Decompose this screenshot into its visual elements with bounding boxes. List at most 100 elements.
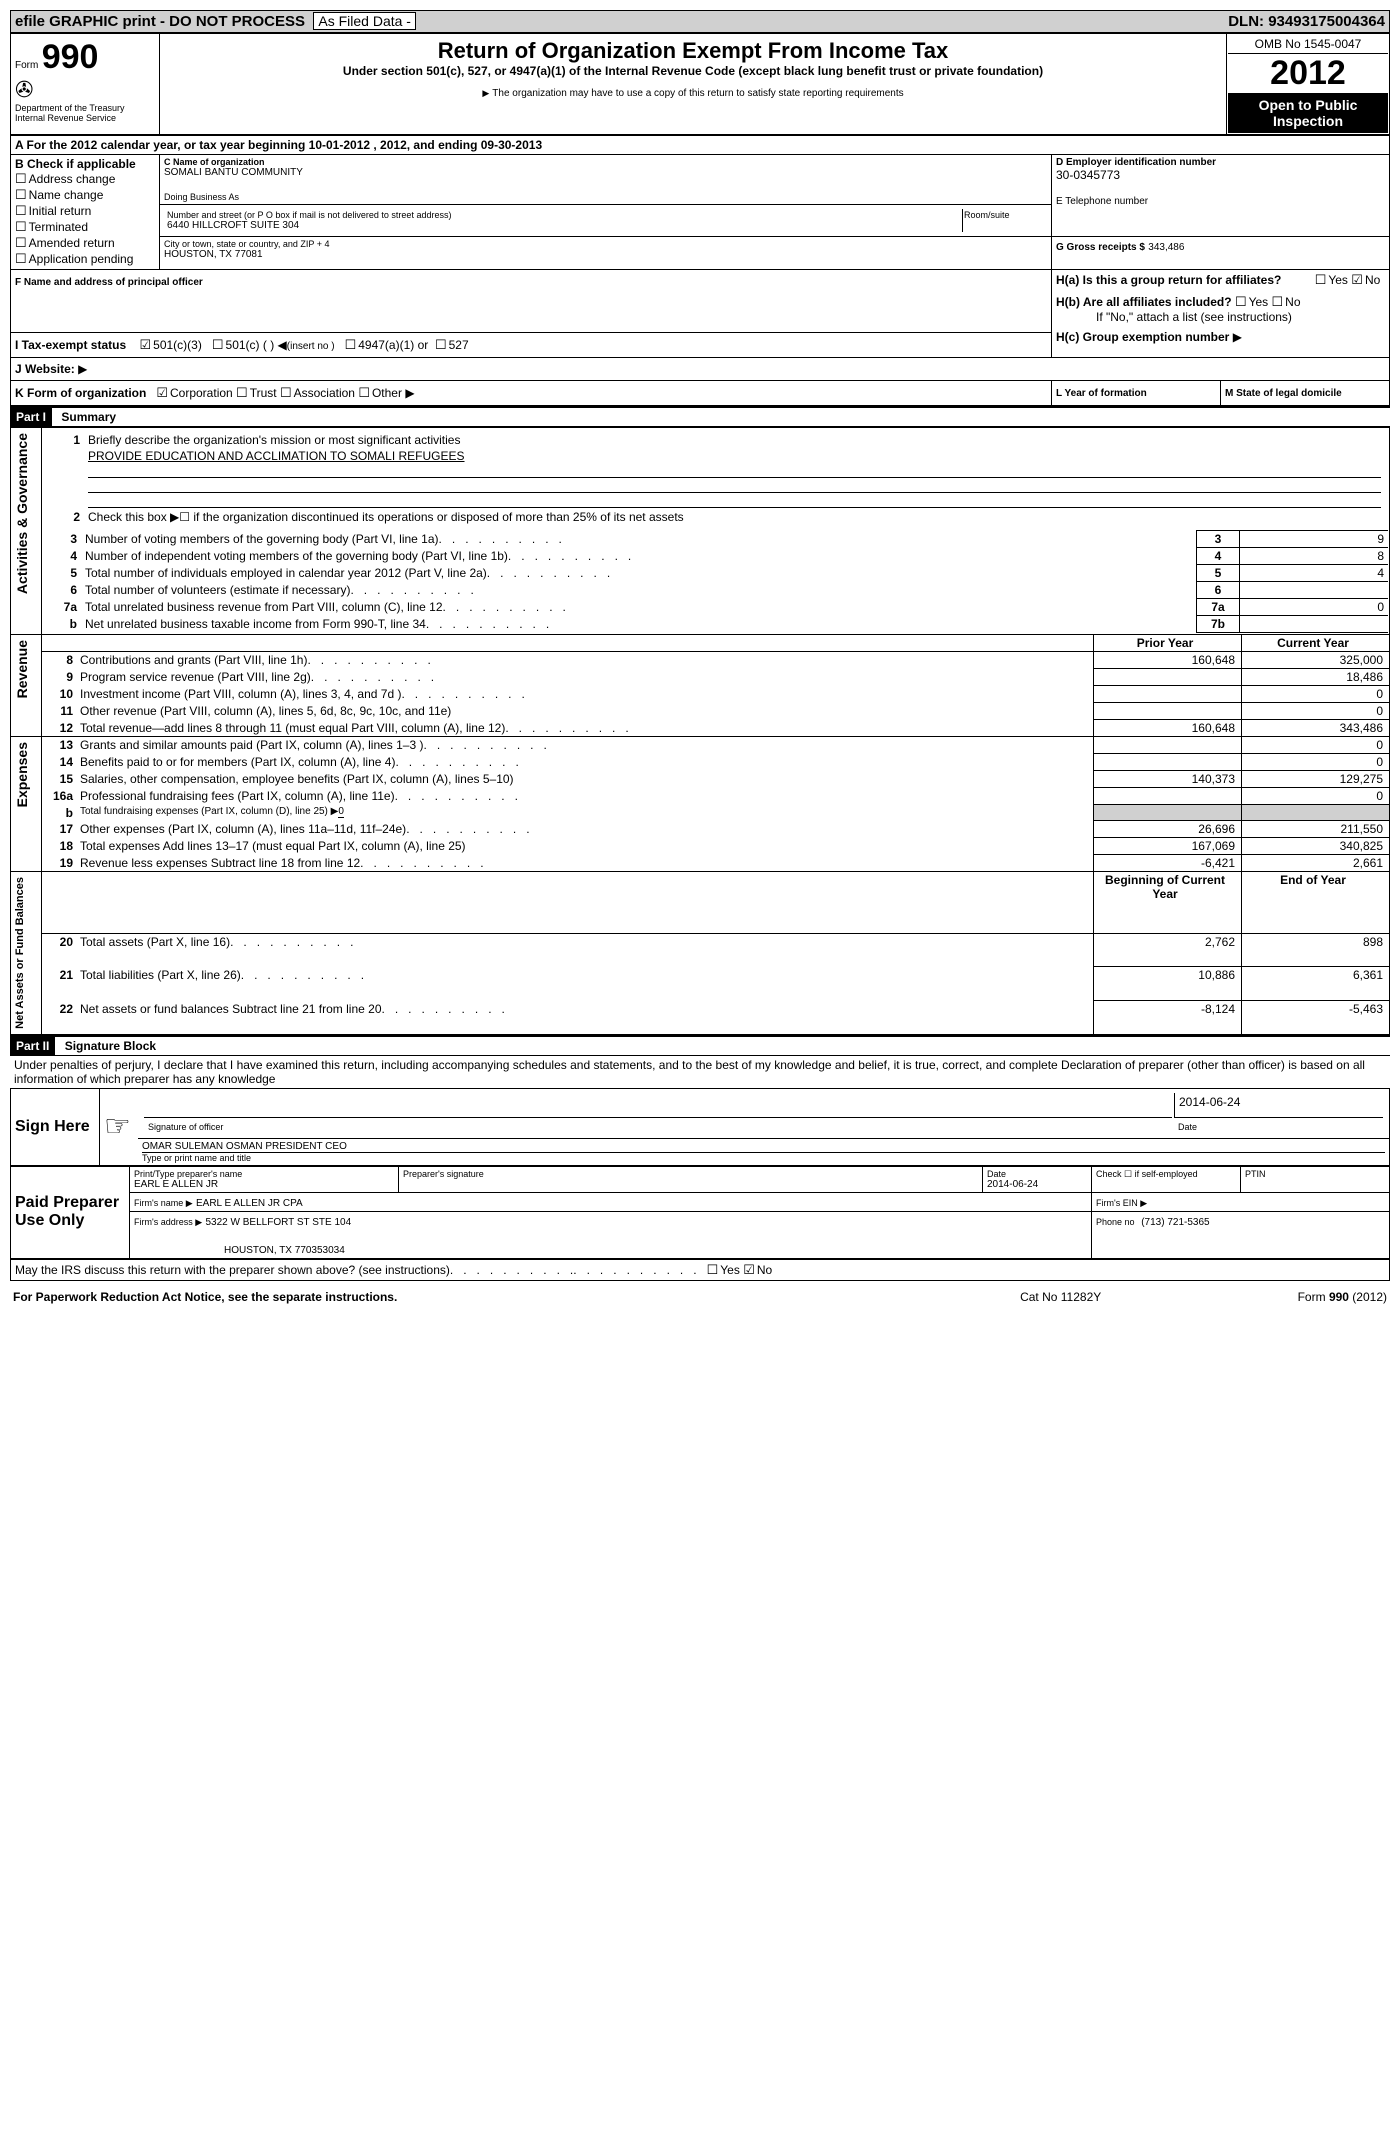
e-label: E Telephone number bbox=[1056, 196, 1385, 207]
l3: Number of voting members of the governin… bbox=[85, 532, 439, 546]
l7b: Net unrelated business taxable income fr… bbox=[85, 617, 426, 631]
org-name: SOMALI BANTU COMMUNITY bbox=[164, 167, 1047, 178]
n20e: 898 bbox=[1242, 933, 1390, 967]
discuss-yes[interactable]: Yes bbox=[707, 1263, 740, 1277]
current-year: Current Year bbox=[1242, 635, 1390, 652]
sig-date: 2014-06-24 bbox=[1174, 1093, 1383, 1118]
l1: Briefly describe the organization's miss… bbox=[84, 432, 1385, 448]
e14p bbox=[1094, 754, 1242, 771]
part1-title: Summary bbox=[55, 410, 116, 424]
l1v: PROVIDE EDUCATION AND ACCLIMATION TO SOM… bbox=[88, 449, 465, 463]
l19: Revenue less expenses Subtract line 18 f… bbox=[80, 856, 360, 870]
e17c: 211,550 bbox=[1242, 821, 1390, 838]
ha-yes[interactable]: Yes bbox=[1315, 273, 1348, 287]
sign-here: Sign Here bbox=[15, 1118, 90, 1135]
r12p: 160,648 bbox=[1094, 720, 1242, 737]
l13: Grants and similar amounts paid (Part IX… bbox=[80, 738, 423, 752]
side-expenses: Expenses bbox=[12, 738, 32, 811]
chk-pending[interactable]: Application pending bbox=[15, 251, 155, 267]
r8c: 325,000 bbox=[1242, 652, 1390, 669]
city: HOUSTON, TX 77081 bbox=[164, 249, 1047, 260]
year-cell: OMB No 1545-0047 2012 Open to Public Ins… bbox=[1227, 34, 1390, 135]
prep-name: EARL E ALLEN JR bbox=[134, 1179, 394, 1190]
l14: Benefits paid to or for members (Part IX… bbox=[80, 755, 395, 769]
hb-note: If "No," attach a list (see instructions… bbox=[1096, 310, 1385, 324]
prep-sig-label: Preparer's signature bbox=[403, 1169, 978, 1179]
k-assoc[interactable]: Association bbox=[280, 386, 355, 400]
chk-terminated[interactable]: Terminated bbox=[15, 219, 155, 235]
v7a: 0 bbox=[1240, 599, 1389, 616]
n22b: -8,124 bbox=[1094, 1001, 1242, 1035]
phone: (713) 721-5365 bbox=[1141, 1217, 1209, 1228]
self-emp[interactable]: Check ☐ if self-employed bbox=[1096, 1169, 1236, 1180]
dba-label: Doing Business As bbox=[164, 192, 1047, 202]
l17: Other expenses (Part IX, column (A), lin… bbox=[80, 822, 406, 836]
r8p: 160,648 bbox=[1094, 652, 1242, 669]
hb-yes[interactable]: Yes bbox=[1235, 295, 1268, 309]
section-l: L Year of formation bbox=[1052, 381, 1221, 406]
i-501c3[interactable]: 501(c)(3) bbox=[140, 338, 202, 352]
hb-no[interactable]: No bbox=[1272, 295, 1301, 309]
l16bv: 0 bbox=[338, 806, 344, 818]
i-label: I Tax-exempt status bbox=[15, 338, 126, 352]
section-i: I Tax-exempt status 501(c)(3) 501(c) ( )… bbox=[11, 333, 1052, 358]
r10c: 0 bbox=[1242, 686, 1390, 703]
k-corp[interactable]: Corporation bbox=[156, 386, 232, 400]
v4: 8 bbox=[1240, 548, 1389, 565]
section-d-e: D Employer identification number 30-0345… bbox=[1052, 155, 1390, 237]
firm-addr-label: Firm's address ▶ bbox=[134, 1217, 202, 1227]
chk-initial[interactable]: Initial return bbox=[15, 203, 155, 219]
i-4947[interactable]: 4947(a)(1) or bbox=[345, 338, 429, 352]
i-insert: (insert no ) bbox=[287, 341, 335, 352]
l22: Net assets or fund balances Subtract lin… bbox=[80, 1002, 382, 1016]
e13p bbox=[1094, 737, 1242, 754]
section-f: F Name and address of principal officer bbox=[11, 270, 1052, 333]
e18c: 340,825 bbox=[1242, 838, 1390, 855]
l12: Total revenue—add lines 8 through 11 (mu… bbox=[80, 721, 505, 735]
e14c: 0 bbox=[1242, 754, 1390, 771]
k-other[interactable]: Other bbox=[358, 386, 402, 400]
ha-no[interactable]: No bbox=[1351, 273, 1380, 287]
l20: Total assets (Part X, line 16) bbox=[80, 935, 230, 949]
return-subtitle: Under section 501(c), 527, or 4947(a)(1)… bbox=[164, 64, 1222, 78]
i-501c[interactable]: 501(c) ( ) bbox=[212, 338, 274, 352]
firm-ein-label: Firm's EIN ▶ bbox=[1096, 1198, 1147, 1208]
l15: Salaries, other compensation, employee b… bbox=[80, 772, 514, 786]
m-label: M State of legal domicile bbox=[1225, 388, 1342, 399]
r11p bbox=[1094, 703, 1242, 720]
part1-label: Part I bbox=[10, 408, 52, 426]
firm-addr1: 5322 W BELLFORT ST STE 104 bbox=[206, 1217, 352, 1228]
n21b: 10,886 bbox=[1094, 967, 1242, 1001]
e19c: 2,661 bbox=[1242, 855, 1390, 872]
street: 6440 HILLCROFT SUITE 304 bbox=[167, 220, 959, 231]
discuss-no[interactable]: No bbox=[743, 1263, 772, 1277]
c-label: C Name of organization bbox=[164, 157, 1047, 167]
chk-amended[interactable]: Amended return bbox=[15, 235, 155, 251]
efile-label: efile GRAPHIC print - DO NOT PROCESS bbox=[15, 13, 305, 30]
l10: Investment income (Part VIII, column (A)… bbox=[80, 687, 401, 701]
j-label: J Website: bbox=[15, 362, 78, 376]
cat-no: Cat No 11282Y bbox=[959, 1289, 1162, 1305]
n21e: 6,361 bbox=[1242, 967, 1390, 1001]
f-label: F Name and address of principal officer bbox=[15, 277, 203, 288]
paid-preparer: Paid Preparer Use Only bbox=[15, 1194, 119, 1229]
chk-name[interactable]: Name change bbox=[15, 187, 155, 203]
i-527[interactable]: 527 bbox=[435, 338, 469, 352]
k-trust[interactable]: Trust bbox=[236, 386, 277, 400]
prep-date: 2014-06-24 bbox=[987, 1179, 1087, 1190]
e15c: 129,275 bbox=[1242, 771, 1390, 788]
l2: Check this box ▶☐ if the organization di… bbox=[84, 509, 1385, 525]
l7a: Total unrelated business revenue from Pa… bbox=[85, 600, 443, 614]
room-label: Room/suite bbox=[964, 210, 1044, 220]
section-h: H(a) Is this a group return for affiliat… bbox=[1052, 270, 1390, 358]
eoy: End of Year bbox=[1242, 872, 1390, 934]
omb-no: OMB No 1545-0047 bbox=[1228, 35, 1388, 54]
sig-officer-label: Signature of officer bbox=[144, 1120, 1172, 1134]
l11: Other revenue (Part VIII, column (A), li… bbox=[80, 704, 451, 718]
v5: 4 bbox=[1240, 565, 1389, 582]
v6 bbox=[1240, 582, 1389, 599]
e16p bbox=[1094, 788, 1242, 805]
d-label: D Employer identification number bbox=[1056, 157, 1385, 168]
chk-address[interactable]: Address change bbox=[15, 171, 155, 187]
l21: Total liabilities (Part X, line 26) bbox=[80, 968, 241, 982]
